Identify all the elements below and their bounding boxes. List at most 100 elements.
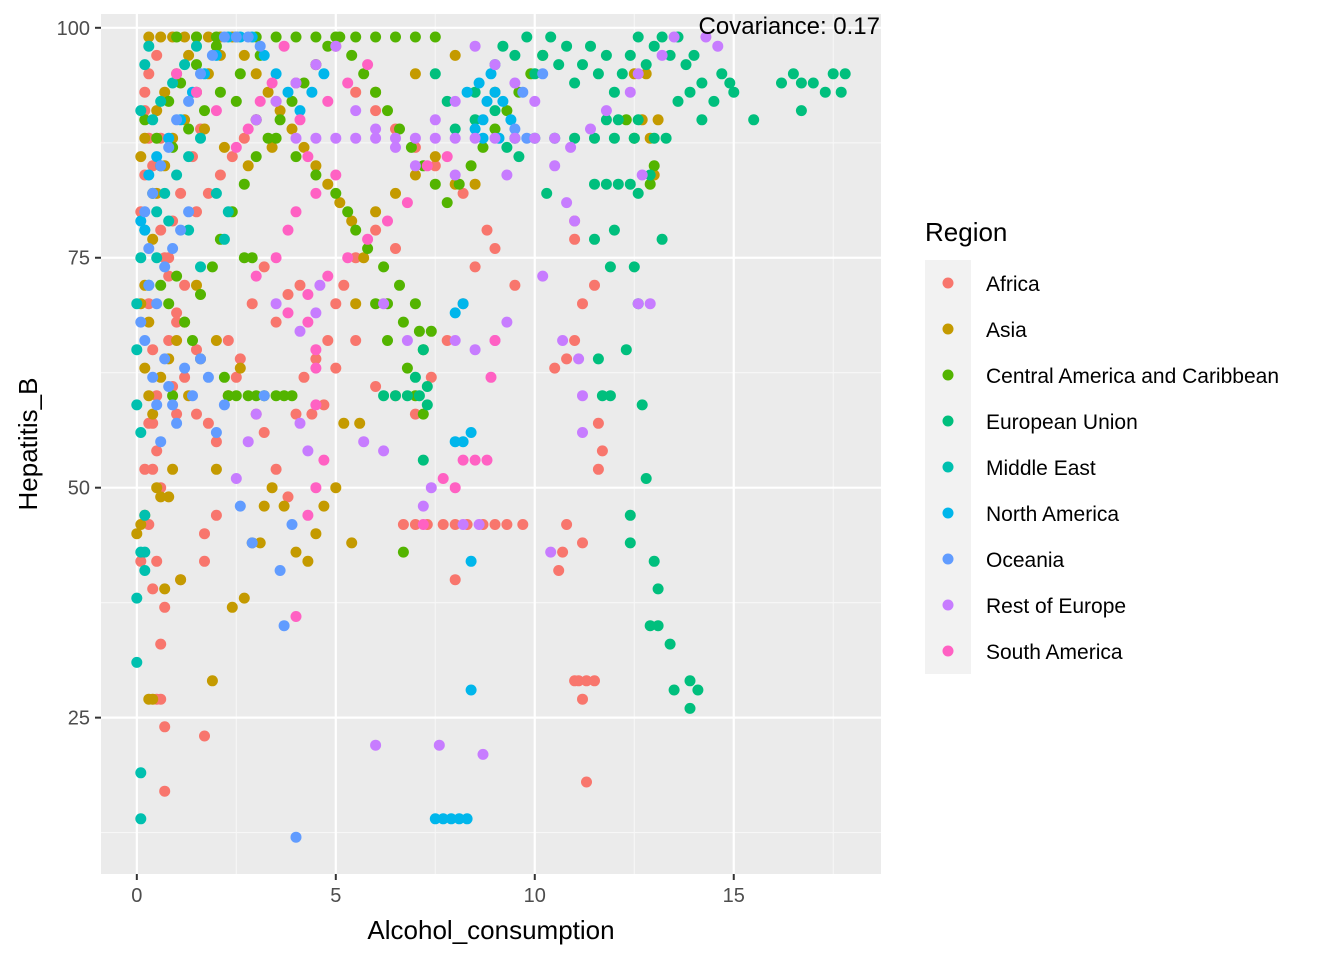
data-point — [135, 252, 147, 264]
data-point — [449, 436, 461, 448]
data-point — [827, 68, 839, 80]
data-point — [318, 399, 330, 411]
data-points — [131, 31, 851, 843]
data-point — [163, 270, 175, 282]
data-point — [250, 68, 262, 80]
data-point — [270, 316, 282, 328]
data-point — [429, 813, 441, 825]
data-point — [230, 371, 242, 383]
data-point — [222, 335, 234, 346]
data-point — [569, 215, 581, 227]
legend-key — [942, 369, 954, 381]
data-point — [505, 114, 517, 126]
data-point — [449, 49, 461, 61]
data-point — [469, 454, 481, 466]
data-point — [370, 381, 382, 392]
data-point — [147, 344, 159, 356]
data-point — [151, 298, 163, 310]
data-point — [143, 31, 155, 43]
data-point — [310, 344, 322, 356]
data-point — [409, 408, 421, 420]
legend-label: Oceania — [986, 549, 1065, 572]
data-point — [457, 436, 469, 448]
data-point — [139, 59, 151, 71]
data-point — [199, 555, 210, 567]
data-point — [143, 243, 155, 254]
data-point — [612, 178, 624, 190]
data-point — [131, 592, 143, 604]
data-point — [298, 77, 310, 89]
data-point — [577, 298, 588, 310]
data-point — [624, 537, 636, 549]
data-point — [139, 206, 151, 218]
legend-key — [942, 461, 954, 473]
data-point — [155, 693, 167, 705]
series-european-union — [378, 31, 851, 714]
data-point — [218, 399, 230, 411]
data-point — [358, 252, 370, 264]
data-point — [600, 178, 612, 190]
data-point — [394, 123, 405, 135]
data-point — [397, 519, 409, 530]
data-point — [191, 279, 202, 291]
data-point — [596, 445, 608, 457]
data-point — [382, 335, 393, 346]
data-point — [342, 77, 354, 89]
data-point — [569, 233, 581, 245]
legend-label: Central America and Caribbean — [986, 365, 1279, 388]
data-point — [640, 473, 652, 484]
data-point — [151, 390, 163, 402]
data-point — [688, 49, 700, 61]
data-point — [449, 519, 461, 530]
data-point — [195, 261, 206, 273]
data-point — [401, 335, 413, 346]
data-point — [795, 105, 807, 117]
data-point — [370, 224, 382, 236]
data-point — [716, 68, 728, 80]
y-axis-title: Hepatitis_B — [13, 378, 43, 511]
data-point — [234, 68, 246, 80]
data-point — [409, 298, 421, 310]
data-point — [589, 675, 600, 687]
data-point — [577, 693, 588, 705]
legend-item: Asia — [942, 319, 1027, 342]
data-point — [202, 31, 214, 43]
data-point — [155, 279, 167, 291]
y-tick-label: 100 — [57, 18, 90, 40]
data-point — [151, 555, 163, 567]
x-tick-label: 15 — [723, 885, 745, 907]
data-point — [191, 206, 202, 218]
data-point — [354, 417, 366, 429]
data-point — [441, 335, 453, 346]
data-point — [139, 362, 151, 374]
data-point — [509, 49, 521, 61]
data-point — [795, 77, 807, 89]
data-point — [179, 371, 191, 383]
data-point — [648, 132, 660, 144]
data-point — [266, 482, 278, 494]
data-point — [262, 86, 274, 98]
data-point — [191, 86, 202, 98]
data-point — [143, 316, 155, 328]
data-point — [429, 114, 441, 126]
data-point — [290, 831, 302, 843]
data-point — [286, 95, 298, 107]
series-south-america — [171, 40, 501, 622]
data-point — [350, 252, 362, 264]
x-tick-label: 10 — [524, 885, 546, 907]
data-point — [517, 519, 529, 530]
data-point — [258, 500, 270, 512]
data-point — [314, 279, 326, 291]
data-point — [139, 463, 151, 475]
data-point — [346, 537, 358, 549]
legend-key — [942, 645, 954, 657]
data-point — [553, 59, 565, 71]
data-point — [776, 77, 787, 89]
data-point — [238, 132, 250, 144]
data-point — [561, 40, 573, 52]
data-point — [222, 390, 234, 402]
data-point — [449, 95, 461, 107]
data-point — [461, 813, 473, 825]
data-point — [509, 123, 521, 135]
data-point — [680, 59, 692, 71]
